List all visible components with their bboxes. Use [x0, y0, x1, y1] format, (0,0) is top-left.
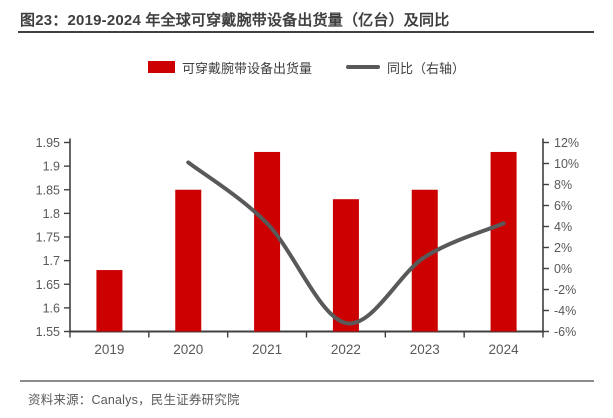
- y-axis-left-tick-label: 1.85: [36, 183, 60, 197]
- y-axis-right-tick-label: 12%: [554, 136, 579, 150]
- y-axis-right-tick-label: 6%: [554, 199, 572, 213]
- y-axis-left-tick-label: 1.9: [43, 160, 60, 174]
- x-axis-category-label: 2020: [173, 342, 203, 357]
- y-axis-right-tick-label: 2%: [554, 241, 572, 255]
- title-underline: [18, 31, 594, 33]
- bar-2021: [254, 151, 281, 332]
- legend-item-yoy: 同比（右轴）: [346, 58, 465, 77]
- y-axis-right-tick-label: 8%: [554, 178, 572, 192]
- source-rule: [20, 380, 594, 382]
- line-legend-label: 同比（右轴）: [387, 60, 466, 76]
- source-note: 资料来源：Canalys，民生证券研究院: [28, 393, 240, 407]
- y-axis-right-tick-label: -6%: [554, 325, 576, 339]
- y-axis-left-tick-label: 1.8: [43, 207, 60, 221]
- y-axis-left-tick-label: 1.55: [36, 325, 60, 339]
- y-axis-right-tick-label: -4%: [554, 304, 576, 318]
- bar-legend-label: 可穿戴腕带设备出货量: [181, 60, 312, 76]
- bar-2020: [175, 189, 202, 332]
- bar-legend-swatch-icon: [147, 61, 175, 73]
- bar-2024: [490, 151, 517, 332]
- figure-title: 图23：2019-2024 年全球可穿戴腕带设备出货量（亿台）及同比: [20, 12, 450, 29]
- bar-2023: [411, 189, 438, 332]
- yoy-line: [186, 160, 506, 326]
- y-axis-right-tick-label: 4%: [554, 220, 572, 234]
- y-axis-right-tick-label: 10%: [554, 157, 579, 171]
- x-axis-category-label: 2019: [94, 342, 124, 357]
- y-axis-right-tick-label: 0%: [554, 262, 572, 276]
- bar-2019: [96, 270, 123, 332]
- y-axis-left-tick-label: 1.65: [36, 278, 60, 292]
- y-axis-left-tick-label: 1.6: [43, 301, 60, 315]
- x-axis-category-label: 2024: [489, 342, 520, 357]
- y-axis-left-tick-label: 1.7: [43, 254, 60, 268]
- bar-2022: [332, 199, 359, 332]
- y-axis-right-tick-label: -2%: [554, 283, 576, 297]
- legend-item-shipments: 可穿戴腕带设备出货量: [147, 58, 312, 77]
- x-axis-category-label: 2023: [410, 342, 440, 357]
- x-axis-category-label: 2021: [252, 342, 282, 357]
- y-axis-left-tick-label: 1.75: [36, 231, 60, 245]
- legend: 可穿戴腕带设备出货量 同比（右轴）: [0, 56, 613, 78]
- x-axis-category-label: 2022: [331, 342, 361, 357]
- line-legend-swatch-icon: [346, 65, 380, 69]
- y-axis-left-tick-label: 1.95: [36, 136, 60, 150]
